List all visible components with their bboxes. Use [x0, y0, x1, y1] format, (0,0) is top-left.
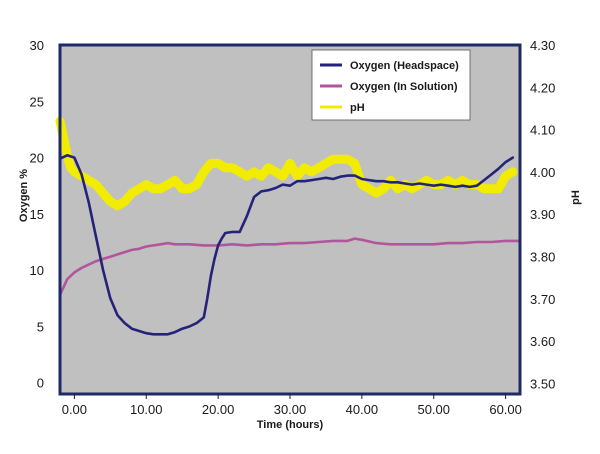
left-y-tick-label: 20: [30, 151, 44, 166]
x-tick-label: 30.00: [274, 402, 307, 417]
x-tick-label: 40.00: [346, 402, 379, 417]
x-tick-label: 50.00: [417, 402, 450, 417]
left-y-tick-label: 30: [30, 38, 44, 53]
left-y-tick-label: 5: [37, 319, 44, 334]
right-y-axis-title: pH: [570, 190, 582, 205]
right-y-tick-label: 3.90: [530, 207, 555, 222]
left-y-tick-label: 10: [30, 263, 44, 278]
legend-label: Oxygen (Headspace): [350, 60, 459, 72]
right-y-axis-ticks: 3.50 3.60 3.70 3.80 3.90 4.00 4.10 4.20 4.30: [530, 38, 555, 391]
x-tick-label: 20.00: [202, 402, 235, 417]
legend-label: Oxygen (In Solution): [350, 81, 458, 93]
right-y-tick-label: 4.20: [530, 80, 555, 95]
right-y-tick-label: 3.70: [530, 292, 555, 307]
left-y-tick-label: 25: [30, 94, 44, 109]
x-tick-label: 60.00: [489, 402, 522, 417]
right-y-tick-label: 3.60: [530, 334, 555, 349]
left-y-tick-label: 15: [30, 207, 44, 222]
series-layer: [55, 116, 522, 336]
right-y-tick-label: 4.00: [530, 165, 555, 180]
x-tick-label: 10.00: [130, 402, 163, 417]
x-tick-label: 0.00: [62, 402, 87, 417]
series-line-1: [58, 237, 522, 297]
series-line-0: [58, 154, 515, 336]
legend: Oxygen (Headspace) Oxygen (In Solution) pH: [311, 49, 471, 121]
right-y-tick-label: 4.10: [530, 123, 555, 138]
x-axis-title: Time (hours): [257, 419, 324, 431]
left-y-axis-ticks: 0 5 10 15 20 25 30: [30, 38, 44, 391]
legend-label: pH: [350, 102, 365, 114]
right-y-tick-label: 3.80: [530, 250, 555, 265]
left-y-axis-title: Oxygen %: [18, 169, 30, 222]
right-y-tick-label: 3.50: [530, 376, 555, 391]
right-y-tick-label: 4.30: [530, 38, 555, 53]
x-axis-ticks: 0.00 10.00 20.00 30.00 40.00 50.00 60.00: [62, 394, 522, 417]
left-y-tick-label: 0: [37, 376, 44, 391]
